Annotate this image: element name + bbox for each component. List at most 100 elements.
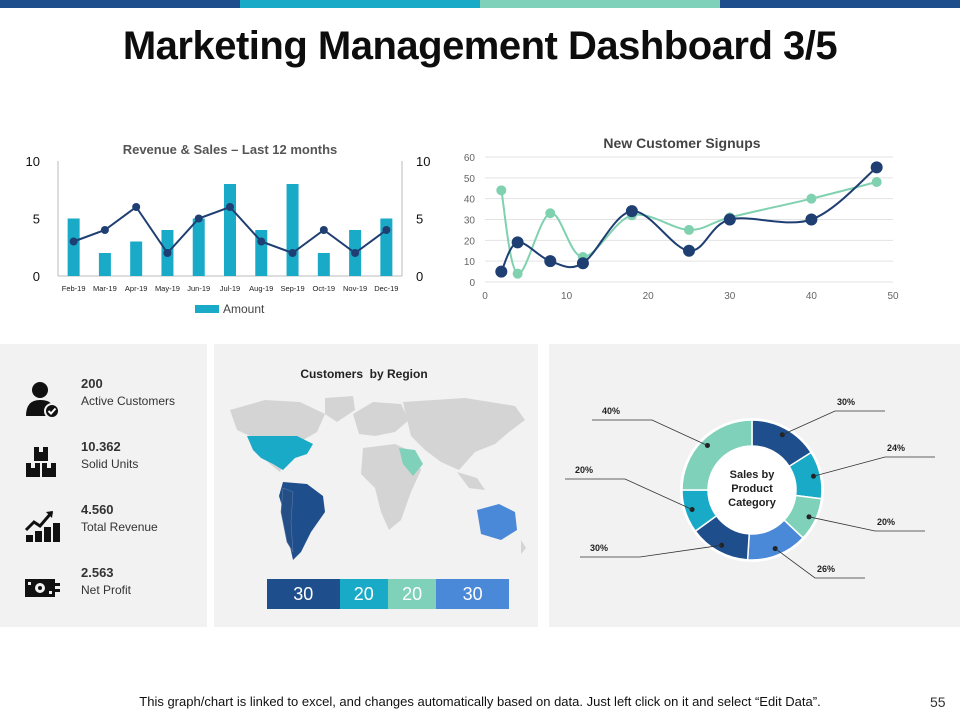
leader-line (592, 419, 708, 446)
bar (130, 241, 143, 276)
cash-icon (25, 579, 60, 597)
leader-line (782, 410, 885, 436)
y2-tick-label: 0 (416, 269, 423, 284)
y-tick-label: 5 (33, 212, 40, 227)
boxes-icon (26, 447, 56, 477)
chart-title: Revenue & Sales – Last 12 months (123, 142, 338, 157)
x-tick-label: Feb-19 (62, 284, 86, 293)
sales-by-category-donut[interactable]: 30% 24% 20% 26% 30% 20% 40% Sales by Product Cate… (560, 385, 945, 590)
slice-label: 30% (837, 397, 855, 407)
x-tick-label: Apr-19 (125, 284, 148, 293)
region-chart-title: Customers by Region (300, 367, 428, 381)
y-tick-label: 0 (33, 269, 40, 284)
map-middle-east (399, 448, 423, 476)
x-tick-label: Sep-19 (280, 284, 304, 293)
slice-label: 40% (602, 406, 620, 416)
slice-label: 20% (877, 517, 895, 527)
slice-label: 24% (887, 443, 905, 453)
line-point (723, 213, 736, 226)
x-tick-label: 10 (561, 291, 573, 302)
leader-line (565, 478, 693, 510)
region-segment: 30 (267, 579, 340, 609)
line-point (683, 244, 695, 257)
y-tick-label: 60 (464, 153, 476, 164)
line-point (870, 161, 883, 174)
line-point (806, 193, 817, 204)
world-map[interactable] (225, 392, 530, 564)
bar (98, 253, 111, 276)
map-europe (353, 402, 409, 436)
y-tick-label: 10 (464, 257, 476, 268)
kpi-value: 200 (81, 376, 103, 391)
page-number: 55 (930, 694, 946, 710)
new-customer-signups-chart[interactable]: New Customer Signups 0 10 20 30 40 50 60 0 10 20 30… (445, 125, 920, 315)
x-tick-label: Jun-19 (187, 284, 210, 293)
bar (224, 184, 236, 276)
growth-chart-icon (24, 511, 60, 542)
center-label: Product (731, 483, 773, 495)
kpi-label: Total Revenue (81, 520, 158, 534)
stripe-segment (480, 0, 720, 8)
x-tick-label: 0 (482, 291, 488, 302)
line-point (319, 226, 328, 234)
x-tick-label: May-19 (155, 284, 180, 293)
line-point (545, 208, 556, 219)
line-point (511, 236, 524, 249)
center-label: Category (728, 497, 777, 509)
line-point (288, 249, 297, 257)
line-point (132, 203, 141, 211)
x-tick-label: 30 (724, 291, 736, 302)
kpi-total-revenue: 4.560 Total Revenue (22, 502, 202, 550)
map-south-america-west (280, 487, 294, 553)
x-tick-label: Nov-19 (343, 284, 367, 293)
kpi-net-profit: 2.563 Net Profit (22, 565, 202, 613)
page-title: Marketing Management Dashboard 3/5 (122, 24, 838, 68)
line-point (351, 249, 360, 257)
series-line (500, 166, 878, 273)
top-stripe (0, 0, 960, 8)
stripe-segment (240, 0, 480, 8)
person-icon (26, 382, 60, 419)
slice-label: 20% (575, 465, 593, 475)
bar (192, 218, 205, 276)
x-tick-label: Oct-19 (313, 284, 336, 293)
map-australia (477, 504, 517, 540)
leader-line (774, 548, 865, 579)
legend-label: Amount (223, 302, 265, 316)
revenue-sales-chart[interactable]: Revenue & Sales – Last 12 months 0 5 10 0 5 10… (20, 135, 440, 325)
x-tick-label: Dec-19 (374, 284, 398, 293)
bar (286, 184, 299, 276)
line-point (257, 237, 266, 246)
y-tick-label: 30 (464, 216, 476, 227)
x-tick-label: Mar-19 (93, 284, 117, 293)
leader-line (808, 516, 925, 532)
kpi-label: Solid Units (81, 457, 139, 471)
map-asia (403, 398, 525, 470)
map-usa (247, 436, 313, 470)
footer-note: This graph/chart is linked to excel, and… (139, 694, 821, 709)
slice-label: 30% (590, 543, 608, 553)
line-point (871, 177, 882, 187)
line-point (544, 255, 557, 268)
line-point (684, 224, 694, 235)
chart-title: New Customer Signups (603, 135, 760, 151)
y-tick-label: 10 (26, 154, 40, 169)
bar (67, 218, 80, 276)
kpi-value: 10.362 (81, 439, 121, 454)
line-point (226, 203, 234, 211)
x-tick-label: 40 (806, 291, 818, 302)
bar (317, 253, 330, 276)
line-point (194, 214, 203, 223)
leader-dot (806, 514, 812, 520)
line-point (576, 257, 589, 270)
line-point (495, 265, 508, 278)
kpi-solid-units: 10.362 Solid Units (22, 439, 202, 487)
line-point (496, 185, 507, 196)
y2-tick-label: 5 (416, 212, 423, 227)
x-tick-label: 20 (643, 291, 655, 302)
region-segment: 20 (339, 579, 388, 609)
leader-line (813, 456, 935, 477)
y-tick-label: 40 (464, 195, 476, 206)
y2-tick-label: 10 (416, 154, 430, 169)
kpi-active-customers: 200 Active Customers (22, 376, 202, 424)
